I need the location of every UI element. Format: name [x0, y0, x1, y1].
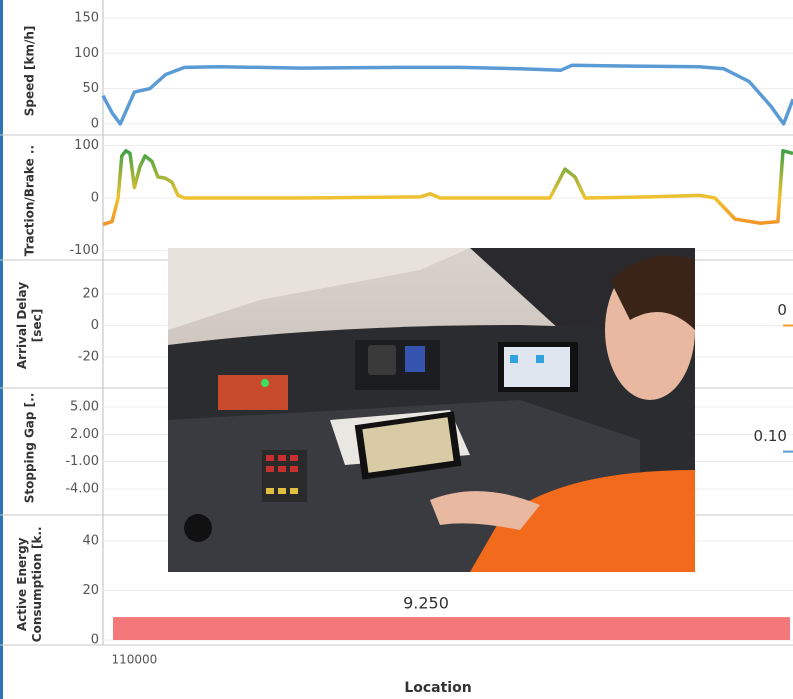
y-tick-label: 0: [91, 191, 99, 206]
y-tick-label: -100: [69, 243, 99, 258]
y-tick-label: -20: [78, 350, 99, 365]
y-tick-label: -1.00: [65, 454, 99, 469]
y-axis-label: Arrival Delay: [15, 282, 29, 369]
y-tick-label: 0: [91, 318, 99, 333]
dashboard: Speed [km/h] 0 50 100 150 Traction/Brake .. -1…: [0, 0, 793, 699]
x-axis-label: Location: [404, 680, 471, 696]
y-axis-label: Stopping Gap [..: [23, 393, 37, 504]
data-label: 0: [777, 301, 787, 319]
y-tick-label: 50: [82, 81, 99, 96]
x-tick-label: 110000: [111, 653, 157, 667]
y-axis-label: Traction/Brake ..: [23, 145, 37, 256]
y-tick-label: 2.00: [70, 427, 99, 442]
data-line: [103, 151, 793, 225]
data-label: 9.250: [403, 594, 449, 613]
data-line: [103, 65, 793, 124]
y-tick-label: 0: [91, 116, 99, 131]
y-tick-label: 100: [74, 138, 99, 153]
bar: [113, 617, 790, 640]
y-axis-label: Consumption [k..: [30, 526, 44, 642]
data-label: 0.10: [754, 427, 787, 445]
left-border: [0, 0, 3, 699]
y-tick-label: 100: [74, 46, 99, 61]
y-tick-label: 5.00: [70, 400, 99, 415]
y-tick-label: -4.00: [65, 481, 99, 496]
y-tick-label: 40: [82, 533, 99, 548]
y-axis-label: Speed [km/h]: [23, 26, 37, 117]
y-tick-label: 20: [82, 583, 99, 598]
y-tick-label: 20: [82, 287, 99, 302]
y-axis-label: Active Energy: [15, 537, 29, 631]
y-tick-label: 0: [91, 633, 99, 648]
y-axis-label: [sec]: [30, 309, 44, 342]
page: Speed [km/h] 0 50 100 150 Traction/Brake .. -1…: [0, 0, 793, 699]
photo: [168, 248, 695, 572]
y-tick-label: 150: [74, 10, 99, 25]
